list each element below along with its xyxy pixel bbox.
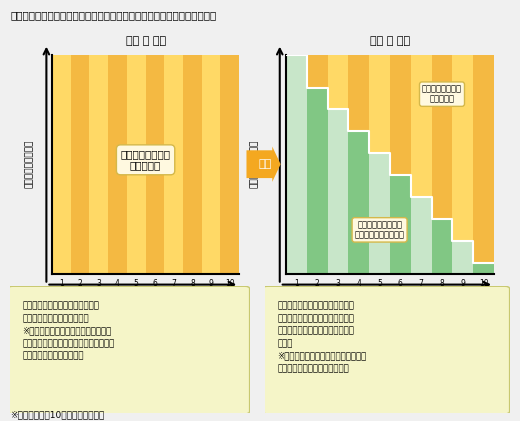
Bar — [328, 55, 348, 109]
Bar — [71, 55, 89, 274]
Bar — [452, 55, 473, 241]
Bar — [108, 55, 127, 274]
Text: 年金支払期間: 年金支払期間 — [128, 357, 163, 367]
Text: 各年の年金収入金額: 各年の年金収入金額 — [25, 140, 34, 188]
Text: 変更: 変更 — [258, 159, 272, 169]
Bar — [432, 55, 452, 219]
Bar — [307, 88, 328, 274]
Bar — [202, 55, 220, 274]
Text: 【変更前の所得税のかかり方と変更後の所得税のかかり方のイメージ図】: 【変更前の所得税のかかり方と変更後の所得税のかかり方のイメージ図】 — [10, 11, 217, 21]
Text: 年金支払期間: 年金支払期間 — [372, 357, 408, 367]
Text: ※イメージ図は10年払いの定額年金: ※イメージ図は10年払いの定額年金 — [10, 410, 105, 419]
Text: 所得税の課税部分
（雑所得）: 所得税の課税部分 （雑所得） — [422, 85, 462, 104]
FancyBboxPatch shape — [263, 286, 510, 414]
Bar — [183, 55, 202, 274]
Bar — [369, 153, 390, 274]
Bar — [369, 55, 390, 153]
Text: 所得税の課税対象は、各年の年金
収入金額とされていました。
※雑所得の金額は、収入金額から保険
　料又は掛金（保険料等といいます。）
　を差し引いた金額です。: 所得税の課税対象は、各年の年金 収入金額とされていました。 ※雑所得の金額は、収… — [22, 301, 114, 360]
Text: 所得税の非課税部分
（相続税の課税対象）: 所得税の非課税部分 （相続税の課税対象） — [355, 220, 405, 240]
FancyArrow shape — [246, 147, 281, 182]
Bar — [127, 55, 146, 274]
FancyBboxPatch shape — [8, 286, 250, 414]
Bar — [307, 55, 328, 88]
Bar — [328, 109, 348, 274]
Text: 各年の年金収入金額を所得税の課
税部分と非課税部分に振り分け、
課税部分にのみ所得税が課税され
ます。
※雑所得の金額は、収入金額から保険
　料等を差し引いた金: 各年の年金収入金額を所得税の課 税部分と非課税部分に振り分け、 課税部分にのみ所… — [278, 301, 367, 373]
Text: 各年の年金収入金額: 各年の年金収入金額 — [250, 140, 259, 188]
Bar — [89, 55, 108, 274]
Bar — [286, 55, 307, 274]
Bar — [452, 241, 473, 274]
Bar — [411, 197, 432, 274]
Bar — [411, 55, 432, 197]
Bar — [220, 55, 239, 274]
Bar — [473, 263, 494, 274]
Text: 〈変 更 後〉: 〈変 更 後〉 — [370, 36, 410, 46]
Text: 〈変 更 前〉: 〈変 更 前〉 — [125, 36, 166, 46]
Bar — [390, 175, 411, 274]
Bar — [164, 55, 183, 274]
Bar — [348, 131, 369, 274]
Bar — [348, 55, 369, 131]
Bar — [473, 55, 494, 263]
Bar — [146, 55, 164, 274]
Bar — [52, 55, 71, 274]
Text: 所得税の課税対象
（雑所得）: 所得税の課税対象 （雑所得） — [121, 149, 171, 171]
Bar — [432, 219, 452, 274]
Bar — [390, 55, 411, 175]
